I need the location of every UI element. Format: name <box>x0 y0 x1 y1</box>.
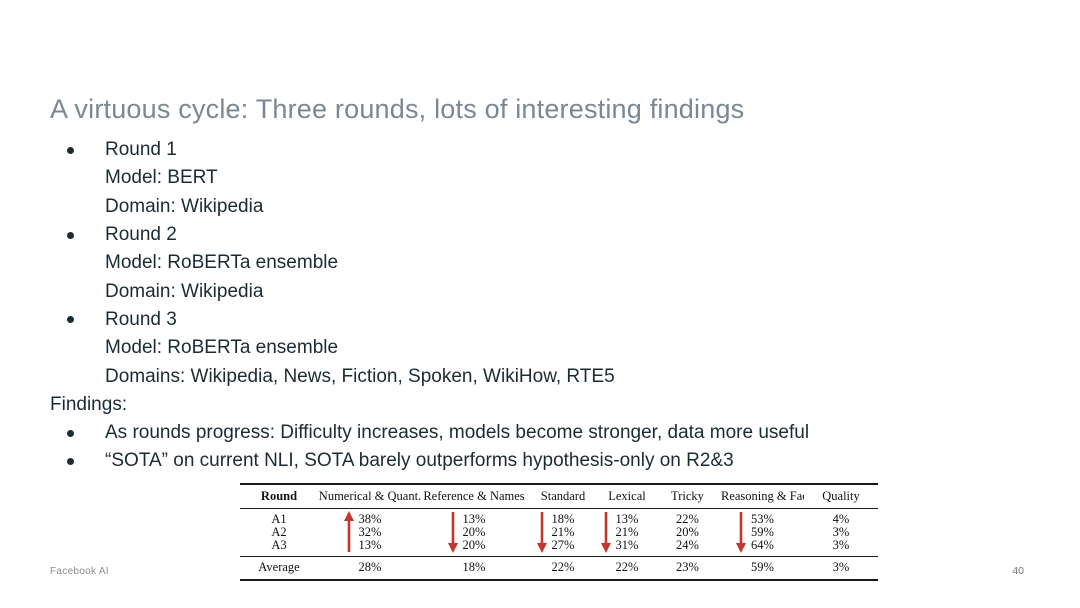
round-3-model: Model: RoBERTa ensemble <box>105 337 339 359</box>
trend-down-arrow <box>736 512 746 553</box>
col-header-reference: Reference & Names <box>423 488 525 503</box>
table-row: A3 13% 20% 27% 31% 24% 64% 3% <box>271 538 850 552</box>
col-header-numerical: Numerical & Quant. <box>318 488 422 503</box>
finding-2: “SOTA” on current NLI, SOTA barely outpe… <box>105 450 734 472</box>
col-header-lexical: Lexical <box>608 488 646 503</box>
col-header-tricky: Tricky <box>671 488 704 503</box>
findings-heading: Findings: <box>50 393 128 415</box>
trend-down-arrow <box>537 512 547 553</box>
table-header-row: Round Numerical & Quant. Reference & Nam… <box>240 484 878 508</box>
finding-1: As rounds progress: Difficulty increases… <box>105 422 810 444</box>
bullet-icon <box>67 316 74 324</box>
col-header-reasoning: Reasoning & Facts <box>721 488 804 503</box>
round-2-title: Round 2 <box>105 224 177 246</box>
table-row: A1 38% 13% 18% 13% 22% 53% 4% <box>271 511 850 526</box>
table-row: A2 32% 20% 21% 21% 20% 59% 3% <box>271 525 850 539</box>
list-item: Model: BERT <box>50 164 1010 192</box>
list-item: Round 3 <box>50 306 1010 334</box>
footer-brand: Facebook AI <box>50 566 109 577</box>
slide-title: A virtuous cycle: Three rounds, lots of … <box>50 94 745 124</box>
trend-down-arrow <box>448 512 458 553</box>
round-2-model: Model: RoBERTa ensemble <box>105 252 339 274</box>
bullet-icon <box>67 457 74 465</box>
page-number: 40 <box>1012 565 1024 577</box>
list-item: Domain: Wikipedia <box>50 193 1010 221</box>
list-item: Model: RoBERTa ensemble <box>50 249 1010 277</box>
bullet-list: Round 1 Model: BERT Domain: Wikipedia Ro… <box>50 136 1010 476</box>
round-1-domain: Domain: Wikipedia <box>105 195 264 217</box>
round-3-title: Round 3 <box>105 308 177 330</box>
bullet-icon <box>67 146 74 154</box>
round-3-domains: Domains: Wikipedia, News, Fiction, Spoke… <box>105 365 615 387</box>
col-header-round: Round <box>260 488 298 503</box>
list-item: Round 2 <box>50 221 1010 249</box>
round-1-model: Model: BERT <box>105 167 218 189</box>
list-item: As rounds progress: Difficulty increases… <box>50 419 1010 447</box>
bullet-icon <box>67 231 74 239</box>
trend-down-arrow <box>601 512 611 553</box>
list-item: “SOTA” on current NLI, SOTA barely outpe… <box>50 447 1010 475</box>
list-item: Domain: Wikipedia <box>50 277 1010 305</box>
bullet-icon <box>67 429 74 437</box>
col-header-quality: Quality <box>822 488 860 503</box>
results-table: Round Numerical & Quant. Reference & Nam… <box>240 483 878 581</box>
list-item: Round 1 <box>50 136 1010 164</box>
list-item: Model: RoBERTa ensemble <box>50 334 1010 362</box>
round-1-title: Round 1 <box>105 139 177 161</box>
list-item: Domains: Wikipedia, News, Fiction, Spoke… <box>50 362 1010 390</box>
col-header-standard: Standard <box>540 488 586 503</box>
table-average-row: Average 28% 18% 22% 22% 23% 59% 3% <box>240 556 878 580</box>
trend-up-arrow <box>344 511 354 552</box>
round-2-domain: Domain: Wikipedia <box>105 280 264 302</box>
